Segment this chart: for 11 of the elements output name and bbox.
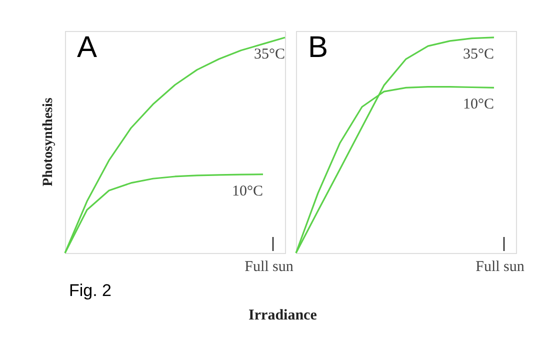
y-axis-title: Photosynthesis: [41, 97, 56, 186]
chart-title: A: [77, 31, 98, 64]
text: Full sun: [244, 259, 294, 275]
chart-title: B: [308, 31, 328, 64]
series-label: 35°C: [254, 46, 285, 62]
series-label: 10°C: [232, 183, 263, 200]
text: Full sun: [476, 259, 525, 275]
series-label: 10°C: [462, 96, 494, 113]
series-label: 35°C: [462, 46, 494, 62]
x-axis-title: Irradiance: [248, 308, 318, 324]
caption: Fig. 2: [69, 281, 112, 300]
